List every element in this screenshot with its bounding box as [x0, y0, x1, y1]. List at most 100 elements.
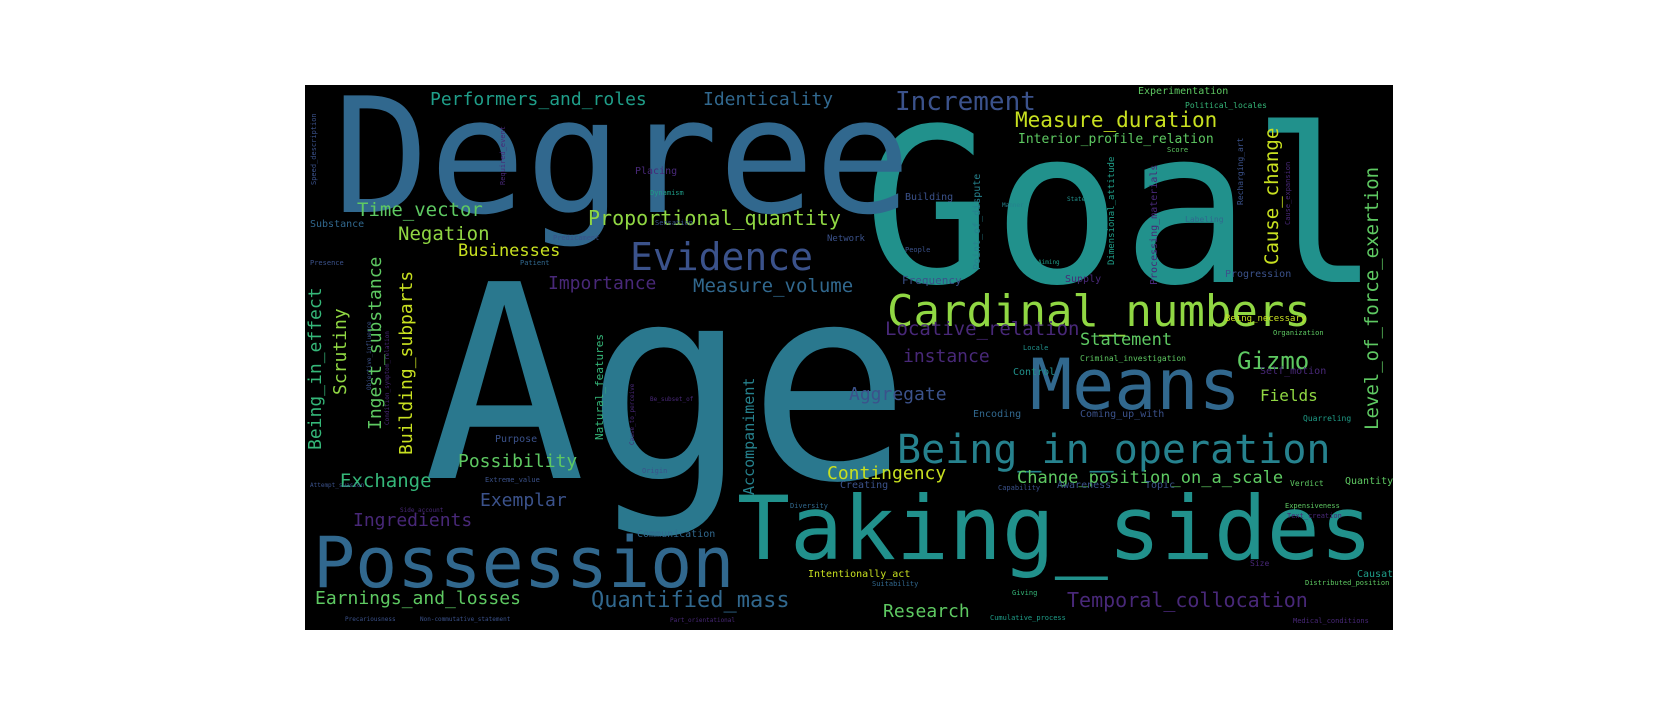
word-possession: Possession	[313, 522, 735, 604]
word-condition-symptom-relation: Condition_symptom_relation	[384, 331, 391, 425]
word-patient: Patient	[520, 259, 550, 267]
word-awareness: Awareness	[1057, 480, 1112, 491]
word-being-in-effect: Being_in_effect	[305, 287, 326, 450]
word-dimensional-attitude: Dimensional_attitude	[1107, 156, 1117, 265]
word-substance: Substance	[310, 219, 365, 230]
word-cause-to-perceive: Cause_to_perceive	[629, 383, 636, 445]
word-locale: Locale	[1023, 344, 1049, 352]
word-topic: Topic	[1145, 480, 1176, 491]
word-measure-duration: Measure_duration	[1015, 108, 1218, 132]
word-increment: Increment	[895, 87, 1036, 117]
word-be-subset-of: Be_subset_of	[650, 396, 694, 403]
word-age: Age	[423, 227, 911, 542]
word-point-of-dispute: Point_of_dispute	[972, 173, 983, 270]
word-natural-features: Natural_features	[593, 334, 606, 440]
word-cloud: Age Goal Degree Taking_sides Possession …	[305, 85, 1393, 630]
word-medical-conditions: Medical_conditions	[1293, 617, 1369, 625]
word-processing-materials: Processing_materials	[1149, 164, 1160, 285]
word-causation: Causation	[1357, 569, 1393, 580]
word-earnings-and-losses: Earnings_and_losses	[315, 588, 521, 609]
word-people: People	[905, 246, 931, 254]
word-size: Size	[1250, 559, 1270, 568]
word-sensation: Sensation	[655, 219, 693, 227]
word-possibility: Possibility	[458, 451, 578, 472]
word-expensiveness: Expensiveness	[1285, 502, 1340, 510]
word-identicality: Identicality	[703, 89, 834, 110]
word-recharging-art: Recharging_art	[1236, 137, 1245, 205]
word-negation: Negation	[398, 223, 490, 245]
word-part-orientational: Part_orientational	[670, 617, 736, 624]
word-labeling: Labeling	[1185, 215, 1224, 224]
word-aggregate: Aggregate	[849, 384, 947, 405]
word-locative-relation: Locative_relation	[885, 318, 1080, 340]
word-verdict: Verdict	[1290, 479, 1324, 488]
word-progression: Progression	[1225, 269, 1292, 280]
word-purpose: Purpose	[495, 434, 538, 445]
word-self-motion: Self_motion	[1260, 366, 1327, 377]
word-exemplar: Exemplar	[480, 490, 567, 511]
word-statement: Statement	[1080, 330, 1173, 350]
word-coming-up-with: Coming_up_with	[1080, 409, 1165, 420]
word-building: Building	[905, 192, 954, 203]
word-capability: Capability	[998, 484, 1041, 492]
word-research: Research	[883, 601, 970, 622]
word-proportional-quantity: Proportional_quantity	[588, 206, 841, 230]
word-attempt-suasion: Attempt_suasion	[310, 482, 365, 489]
word-being-necessary: Being_necessary	[1225, 314, 1307, 324]
word-organization: Organization	[1273, 329, 1324, 337]
word-quantity: Quantity	[1345, 476, 1393, 487]
word-giving: Giving	[1012, 589, 1038, 597]
word-interior-profile-relation: Interior_profile_relation	[1018, 132, 1214, 147]
word-contingency: Contingency	[827, 463, 947, 484]
word-gizmo: Gizmo	[1237, 347, 1310, 375]
word-scrutiny: Scrutiny	[330, 308, 351, 395]
word-instance: instance	[903, 346, 990, 367]
word-quarreling: Quarreling	[1303, 414, 1352, 423]
word-encoding: Encoding	[973, 409, 1022, 420]
word-manner: Manner	[1002, 202, 1024, 209]
word-importance: Importance	[548, 273, 657, 294]
word-score: Score	[1167, 146, 1189, 154]
word-building-subparts: Building_subparts	[396, 270, 417, 455]
word-frequency: Frequency	[902, 274, 962, 287]
word-ingredients: Ingredients	[353, 510, 473, 531]
word-aiming: Aiming	[1038, 259, 1060, 266]
word-goal: Goal	[863, 85, 1381, 333]
word-speed-description: Speed_description	[310, 113, 318, 185]
word-taking-sides: Taking_sides	[737, 477, 1373, 580]
word-fields: Fields	[1260, 386, 1318, 405]
word-suitability: Suitability	[872, 580, 919, 588]
word-network: Network	[827, 234, 865, 244]
word-placing: Placing	[635, 166, 678, 177]
word-criminal-investigation: Criminal_investigation	[1080, 354, 1186, 363]
word-presence: Presence	[310, 259, 344, 267]
word-extreme-value: Extreme_value	[485, 476, 540, 484]
word-side-account: Side_account	[400, 507, 444, 514]
word-quantified-mass: Quantified_mass	[591, 588, 790, 613]
word-experimentation: Experimentation	[1138, 86, 1229, 97]
word-performers-and-roles: Performers_and_roles	[430, 89, 647, 110]
word-communication: Communication	[637, 529, 716, 540]
word-diversity: Diversity	[790, 502, 828, 510]
word-state: State	[1067, 196, 1086, 203]
word-objective-influence: Objective_influence	[366, 321, 373, 390]
word-accompaniment: Accompaniment	[740, 377, 758, 495]
word-cumulative-process: Cumulative_process	[990, 614, 1066, 622]
word-control: Control	[1013, 367, 1056, 378]
word-non-commutative-statement: Non-commutative_statement	[420, 616, 511, 623]
word-creating: Creating	[840, 480, 889, 491]
word-cause-change: Cause_change	[1261, 127, 1283, 265]
word-measure-volume: Measure_volume	[693, 275, 854, 297]
word-degree: Degree	[333, 85, 911, 250]
word-intentionally-act: Intentionally_act	[808, 569, 911, 580]
word-supply: Supply	[1065, 274, 1102, 285]
word-distributed-position: Distributed_position	[1305, 579, 1390, 587]
word-predicament: Predicament	[553, 234, 600, 242]
word-required-event: Required_event	[499, 125, 507, 185]
word-businesses: Businesses	[458, 241, 561, 261]
word-means: Means	[1030, 344, 1241, 426]
word-change-position: Change_position_on_a_scale	[1017, 468, 1284, 488]
word-precariousness: Precariousness	[345, 616, 396, 623]
word-cause-expansion: Cause_expansion	[1284, 161, 1292, 225]
word-exchange: Exchange	[340, 470, 432, 492]
